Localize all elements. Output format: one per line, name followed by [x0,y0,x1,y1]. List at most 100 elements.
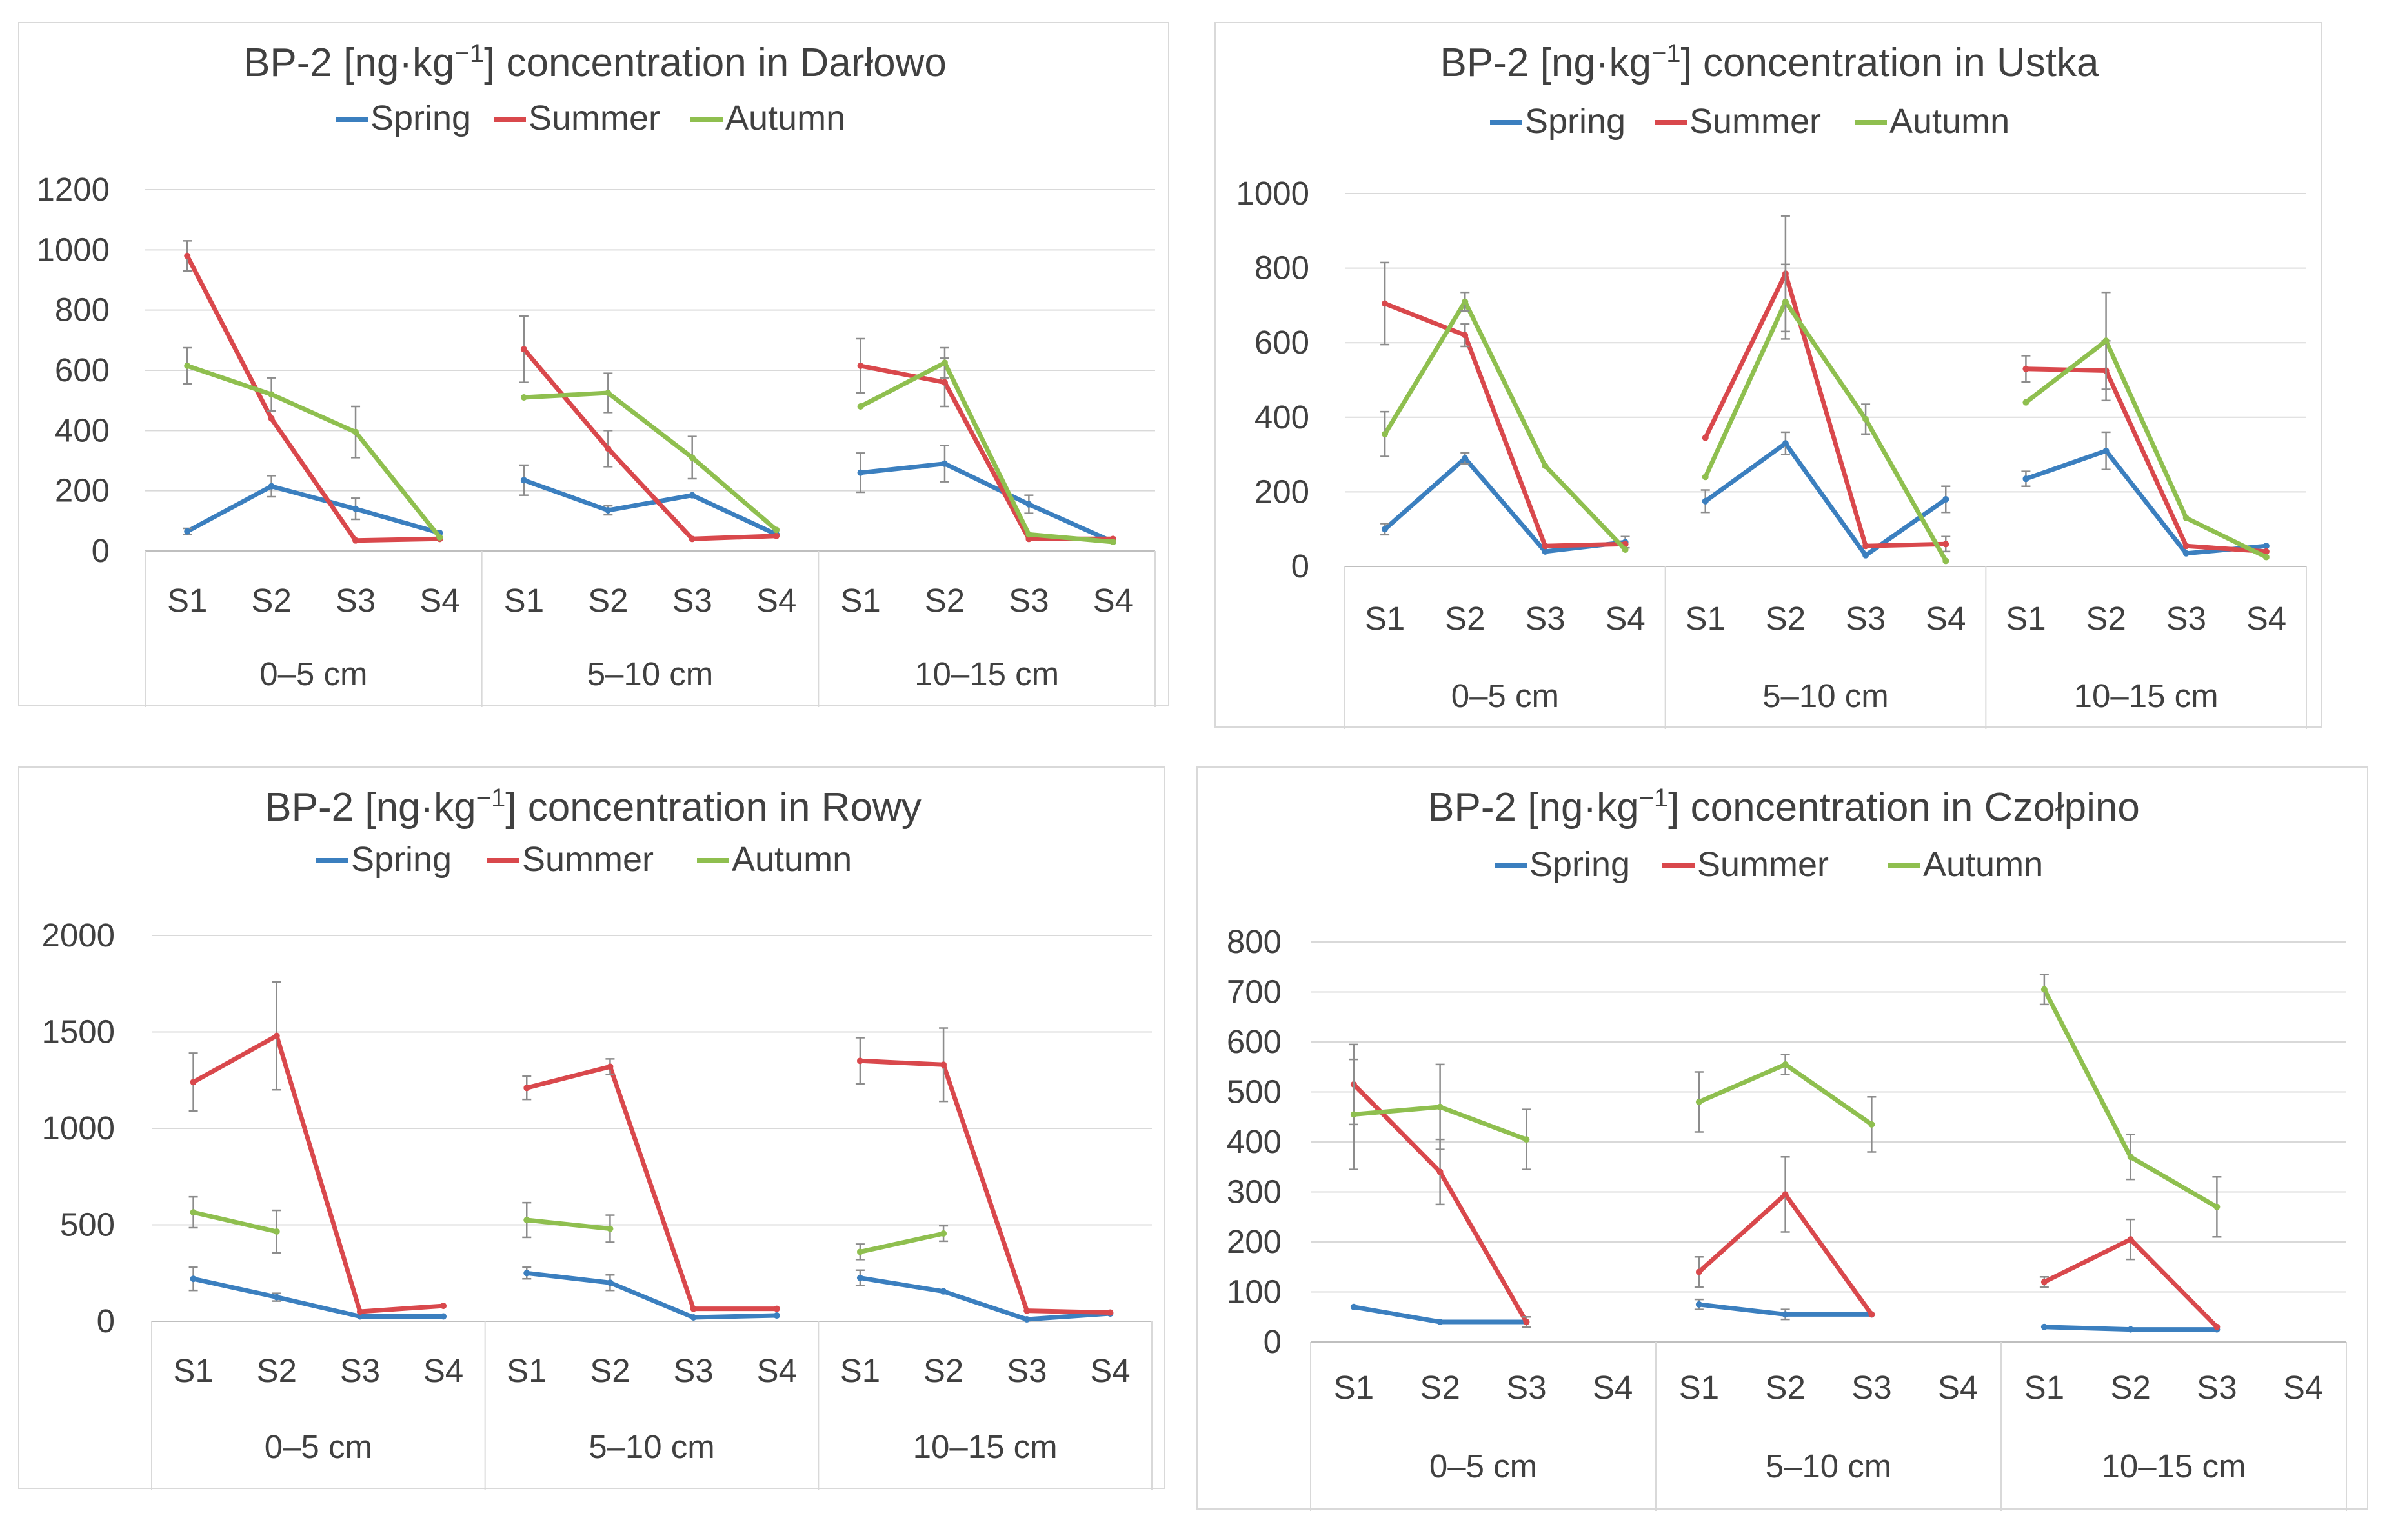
legend-label-autumn: Autumn [732,840,852,879]
y-tick-label: 800 [55,292,110,328]
series-line-summer [1384,301,1626,548]
site-label: S1 [840,1352,880,1389]
data-point-spring [1782,440,1789,447]
series-line-autumn [526,1217,610,1231]
y-tick-label: 0 [1264,1323,1282,1360]
series-line-spring [860,461,1114,545]
chart-title: BP-2 [ng·kg−1] concentration in Rowy [265,784,921,830]
legend-label-summer: Summer [529,99,660,137]
data-point-spring [857,469,864,476]
y-tick-label: 0 [1291,548,1309,585]
depth-group-label: 0–5 cm [265,1428,372,1465]
site-label: S1 [2006,600,2046,637]
series-line-spring [1383,455,1626,554]
data-point-autumn [940,1230,947,1237]
data-point-autumn [1942,557,1949,565]
legend-label-summer: Summer [1697,845,1829,884]
data-point-autumn [941,359,948,366]
series-line-autumn [523,390,778,532]
y-tick-label: 400 [1254,399,1309,435]
data-point-autumn [1462,298,1469,305]
series-line-autumn [1383,299,1627,552]
depth-group-label: 5–10 cm [1762,677,1889,714]
data-point-autumn [1868,1121,1875,1128]
data-point-spring [184,528,191,535]
depth-group-label: 0–5 cm [1451,677,1559,714]
site-label: S1 [840,582,880,619]
chart-panel-ustka: BP-2 [ng·kg−1] concentration in Ustka Spr… [1214,22,2322,729]
data-point-spring [689,492,696,499]
y-tick-label: 400 [55,412,110,448]
data-point-summer [352,537,359,544]
legend-label-spring: Spring [370,99,471,137]
data-point-summer [940,1061,947,1068]
legend-label-spring: Spring [1529,845,1630,884]
data-point-summer [605,445,612,452]
series-line-spring [1704,441,1948,558]
chart-svg: BP-2 [ng·kg−1] concentration in Czołpino… [1227,784,2347,1511]
data-point-autumn [1782,1061,1789,1068]
chart-svg: BP-2 [ng·kg−1] concentration in Rowy Spri… [42,784,1153,1490]
series-line-summer [1703,271,1946,548]
site-label: S4 [756,582,796,619]
legend-label-autumn: Autumn [725,99,845,137]
depth-group-label: 5–10 cm [587,655,714,692]
data-point-summer [1862,543,1869,550]
data-point-autumn [273,1228,280,1235]
data-point-autumn [1025,531,1032,538]
data-point-spring [523,1270,530,1277]
y-tick-label: 1000 [37,231,110,268]
y-tick-label: 800 [1254,250,1309,286]
chart-panel-darlowo: BP-2 [ng·kg−1] concentration in Darłowo S… [18,22,1169,707]
chart-title: BP-2 [ng·kg−1] concentration in Darłowo [243,39,947,85]
data-point-summer [1107,1309,1114,1316]
y-tick-label: 1000 [1236,175,1309,212]
y-tick-label: 200 [1227,1223,1282,1260]
data-point-spring [1462,455,1469,462]
data-point-spring [2040,1323,2048,1330]
site-label: S3 [1009,582,1049,619]
y-tick-label: 400 [1227,1123,1282,1160]
y-tick-label: 600 [55,352,110,388]
site-label: S2 [2110,1369,2150,1406]
series-line-summer [526,1064,777,1312]
data-point-autumn [1782,298,1789,305]
site-label: S4 [1593,1369,1633,1406]
data-point-spring [1382,526,1389,533]
data-point-summer [1023,1307,1031,1314]
chart-svg: BP-2 [ng·kg−1] concentration in Ustka Spr… [1236,39,2307,729]
site-label: S2 [590,1352,630,1389]
data-point-autumn [1695,1099,1702,1105]
site-label: S2 [923,1352,963,1389]
data-point-summer [2182,543,2190,550]
data-point-spring [1436,1319,1444,1325]
data-point-summer [2127,1236,2134,1243]
data-point-autumn [190,1209,197,1216]
series-line-autumn [1703,299,1948,563]
data-point-summer [2262,548,2270,555]
depth-group-label: 5–10 cm [1766,1448,1892,1485]
site-label: S1 [1365,600,1405,637]
data-point-spring [268,483,275,490]
data-point-spring [1862,552,1869,559]
depth-group-label: 10–15 cm [913,1428,1058,1465]
series-line-spring [860,1275,1111,1322]
depth-group-label: 5–10 cm [589,1428,715,1465]
y-tick-label: 700 [1227,974,1282,1010]
data-point-autumn [857,403,864,410]
data-point-autumn [268,391,275,398]
data-point-summer [1782,1191,1789,1198]
legend-label-spring: Spring [351,840,452,879]
site-label: S4 [2283,1369,2323,1406]
data-point-spring [941,460,948,467]
depth-group-label: 10–15 cm [2074,677,2219,714]
data-point-autumn [2213,1203,2221,1210]
data-point-summer [1436,1168,1444,1175]
chart-title: BP-2 [ng·kg−1] concentration in Ustka [1440,39,2099,85]
y-tick-label: 200 [1254,473,1309,510]
data-point-summer [273,1032,280,1039]
site-label: S2 [1445,600,1485,637]
series-line-autumn [860,1231,944,1254]
site-label: S3 [673,1352,713,1389]
y-tick-label: 800 [1227,923,1282,960]
